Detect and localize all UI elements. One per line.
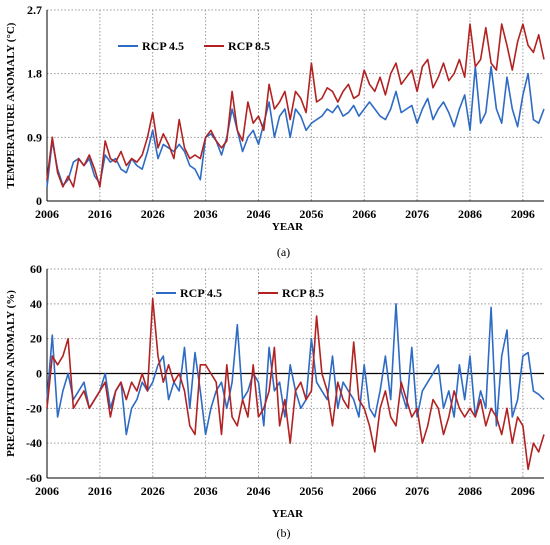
x-tick-label: 2086: [458, 484, 482, 498]
y-tick-label: 40: [30, 297, 42, 311]
y-tick-label: 2.7: [27, 3, 42, 17]
x-tick-label: 2066: [352, 207, 376, 221]
x-tick-label: 2096: [511, 484, 535, 498]
series-line-rcp-4.5: [46, 302, 545, 436]
x-tick-label: 2076: [405, 484, 429, 498]
legend-label: RCP 8.5: [228, 39, 270, 53]
y-tick-label: 1.8: [27, 67, 42, 81]
y-tick-label: -60: [26, 471, 42, 485]
x-tick-label: 2076: [405, 207, 429, 221]
series-line-rcp-8.5: [46, 23, 545, 188]
x-tick-label: 2056: [299, 207, 323, 221]
x-tick-label: 2026: [141, 484, 165, 498]
series-line-rcp-4.5: [46, 65, 545, 187]
x-tick-label: 2096: [511, 207, 535, 221]
y-tick-label: -20: [26, 401, 42, 415]
x-tick-label: 2036: [194, 484, 218, 498]
y-tick-label: 0.9: [27, 130, 42, 144]
panel-caption: (a): [277, 245, 290, 259]
panel-caption: (b): [277, 526, 291, 540]
y-axis-label: PRECIPITATION ANOMALY (%): [5, 290, 17, 457]
y-tick-label: 20: [30, 332, 42, 346]
y-tick-label: 0: [36, 367, 42, 381]
temperature-anomaly-panel: 2006 2016 2026 2036 2046 2056 2066 2076 2086 2096…: [5, 3, 545, 259]
x-tick-label: 2086: [458, 207, 482, 221]
y-tick-label: 60: [30, 262, 42, 276]
legend-label: RCP 4.5: [142, 39, 184, 53]
x-tick-label: 2046: [246, 207, 270, 221]
x-axis-label: YEAR: [272, 221, 304, 233]
x-tick-label: 2056: [299, 484, 323, 498]
precipitation-anomaly-panel: 2006 2016 2026 2036 2046 2056 2066 2076 2086 2096…: [5, 262, 545, 540]
x-tick-label: 2016: [88, 484, 112, 498]
legend-label: RCP 4.5: [180, 286, 222, 300]
grid: [46, 9, 544, 202]
x-axis-label: YEAR: [272, 508, 304, 520]
x-tick-label: 2046: [246, 484, 270, 498]
series-line-rcp-8.5: [46, 297, 545, 471]
x-tick-label: 2066: [352, 484, 376, 498]
y-tick-label: 0: [36, 194, 42, 208]
legend-label: RCP 8.5: [282, 286, 324, 300]
y-axis-label: TEMPERATURE ANOMALY (°C): [5, 22, 17, 188]
x-tick-label: 2016: [88, 207, 112, 221]
y-tick-label: -40: [26, 436, 42, 450]
x-tick-label: 2006: [35, 207, 59, 221]
x-tick-label: 2036: [194, 207, 218, 221]
x-tick-label: 2006: [35, 484, 59, 498]
x-tick-label: 2026: [141, 207, 165, 221]
